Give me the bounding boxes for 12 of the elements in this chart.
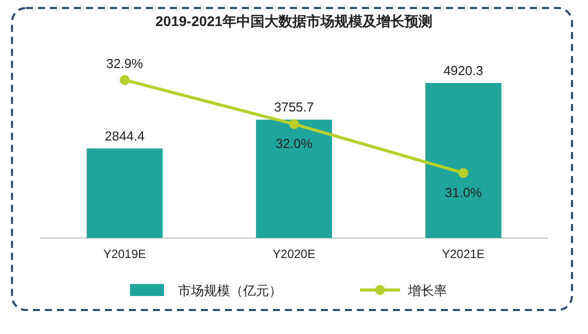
x-tick-label: Y2019E xyxy=(103,247,146,261)
legend-label: 市场规模（亿元） xyxy=(178,283,282,298)
x-tick-label: Y2020E xyxy=(272,247,316,261)
data-label: 31.0% xyxy=(444,185,482,200)
chart-title: 2019-2021年中国大数据市场规模及增长预测 xyxy=(156,13,432,29)
data-label: 3755.7 xyxy=(274,100,314,115)
legend-label: 增长率 xyxy=(407,283,447,298)
x-tick-label: Y2021E xyxy=(442,247,485,261)
data-label: 2844.4 xyxy=(104,128,145,144)
data-label: 4920.3 xyxy=(443,63,484,78)
data-label: 32.9% xyxy=(106,56,144,71)
data-label: 32.0% xyxy=(276,136,313,152)
